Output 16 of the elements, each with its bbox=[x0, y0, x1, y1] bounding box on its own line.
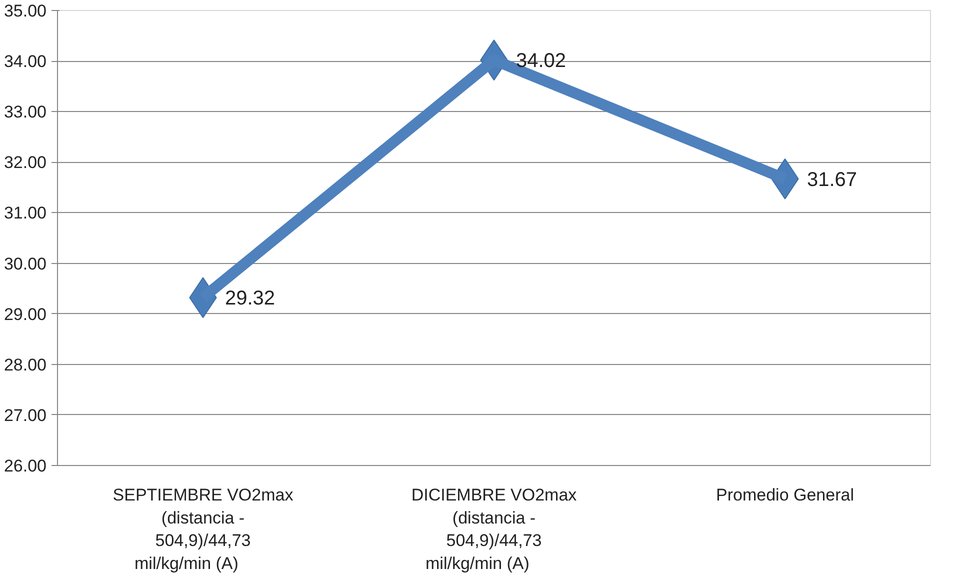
y-tick-label: 29.00 bbox=[4, 304, 47, 324]
y-tick-label: 33.00 bbox=[4, 102, 47, 122]
y-tick-label: 31.00 bbox=[4, 204, 47, 223]
data-label: 31.67 bbox=[807, 168, 858, 191]
x-tick-label: SEPTIEMBRE VO2max (distancia - 504,9)/44,73 mil/kg/min (A) bbox=[112, 486, 294, 573]
y-tick-label: 26.00 bbox=[4, 456, 47, 476]
data-label: 29.32 bbox=[225, 288, 276, 310]
x-tick-label: DICIEMBRE VO2max (distancia - 504,9)/44,73 mil/kg/min (A) bbox=[411, 486, 578, 573]
y-tick-label: 28.00 bbox=[4, 355, 47, 374]
x-tick-label: Promedio General bbox=[716, 486, 854, 504]
y-tick-label: 30.00 bbox=[4, 254, 47, 274]
y-tick-label: 27.00 bbox=[4, 406, 47, 425]
y-tick-label: 32.00 bbox=[4, 153, 47, 172]
y-tick-label: 35.00 bbox=[4, 2, 47, 20]
data-label: 34.02 bbox=[516, 50, 566, 72]
y-tick-label: 34.00 bbox=[4, 52, 47, 72]
